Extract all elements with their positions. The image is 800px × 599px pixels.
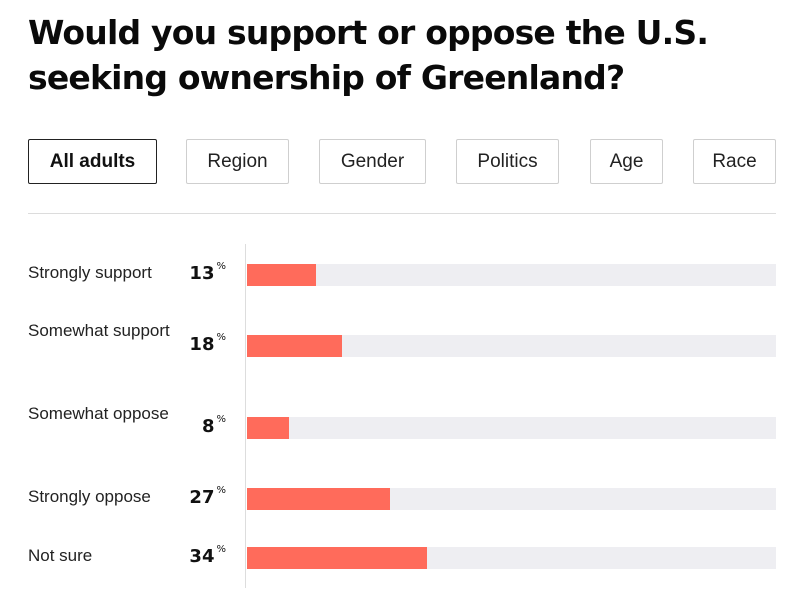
bar bbox=[247, 488, 390, 510]
bar-track bbox=[247, 335, 776, 357]
divider bbox=[28, 213, 776, 214]
bar-track bbox=[247, 547, 776, 569]
chart-title: Would you support or oppose the U.S. see… bbox=[28, 13, 709, 97]
chart-axis-line bbox=[245, 244, 246, 588]
category-label: Strongly support bbox=[28, 263, 152, 282]
bar bbox=[247, 547, 427, 569]
filter-race-button[interactable]: Race bbox=[693, 139, 776, 184]
value-number: 34 bbox=[189, 546, 215, 567]
value-label: 13% bbox=[166, 261, 226, 284]
percent-sign: % bbox=[216, 544, 226, 555]
filter-age-button[interactable]: Age bbox=[590, 139, 663, 184]
value-label: 34% bbox=[166, 544, 226, 567]
bar bbox=[247, 264, 316, 286]
value-label: 18% bbox=[166, 332, 226, 355]
filter-region-button[interactable]: Region bbox=[186, 139, 289, 184]
bar bbox=[247, 417, 290, 439]
filter-politics-button[interactable]: Politics bbox=[456, 139, 559, 184]
bar-track bbox=[247, 264, 776, 286]
value-label: 8% bbox=[166, 414, 226, 437]
value-label: 27% bbox=[166, 485, 226, 508]
filter-all-adults-button[interactable]: All adults bbox=[28, 139, 157, 184]
value-number: 18 bbox=[189, 334, 215, 355]
category-label: Somewhat support bbox=[28, 321, 170, 340]
value-number: 8 bbox=[201, 416, 215, 437]
percent-sign: % bbox=[216, 332, 226, 343]
bar-track bbox=[247, 417, 776, 439]
category-label: Somewhat oppose bbox=[28, 404, 169, 423]
bar bbox=[247, 335, 343, 357]
bar-track bbox=[247, 488, 776, 510]
filter-bar: All adults Region Gender Politics Age Ra… bbox=[28, 139, 776, 185]
percent-sign: % bbox=[216, 261, 226, 272]
percent-sign: % bbox=[216, 414, 226, 425]
category-label: Not sure bbox=[28, 546, 93, 565]
category-label: Strongly oppose bbox=[28, 487, 151, 506]
filter-gender-button[interactable]: Gender bbox=[319, 139, 426, 184]
value-number: 13 bbox=[189, 263, 215, 284]
percent-sign: % bbox=[216, 485, 226, 496]
value-number: 27 bbox=[189, 487, 215, 508]
